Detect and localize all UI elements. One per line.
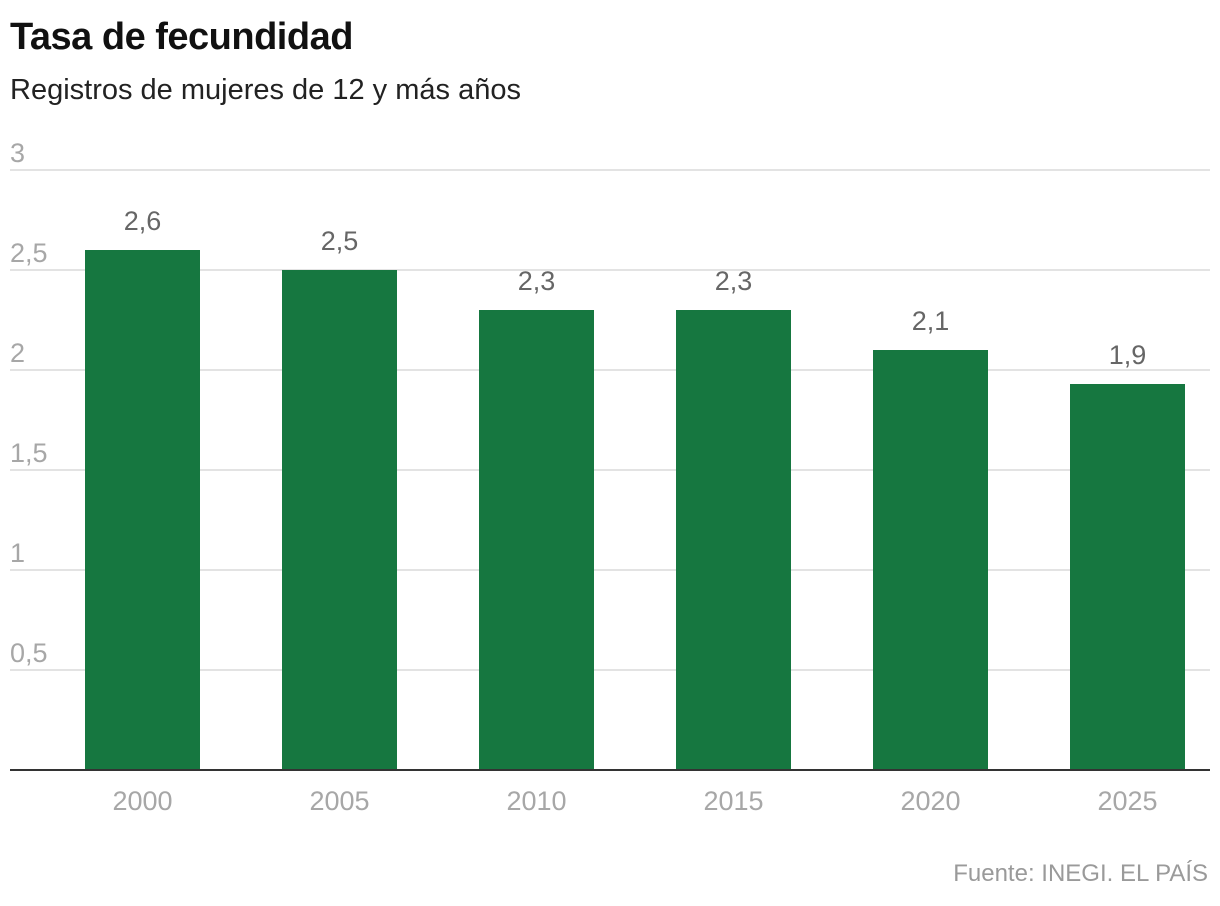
bar (873, 350, 988, 770)
bar-value-label: 2,3 (715, 266, 753, 296)
bar (282, 270, 397, 770)
bar-value-label: 2,3 (518, 266, 556, 296)
y-tick-label: 1 (10, 538, 25, 568)
chart-title: Tasa de fecundidad (10, 16, 353, 58)
y-tick-label: 2,5 (10, 238, 48, 268)
y-tick-label: 1,5 (10, 438, 48, 468)
bar (85, 250, 200, 770)
y-tick-label: 2 (10, 338, 25, 368)
source-note: Fuente: INEGI. EL PAÍS (953, 860, 1208, 887)
y-tick-label: 3 (10, 138, 25, 168)
x-tick-label: 2025 (1097, 786, 1157, 816)
x-tick-label: 2005 (309, 786, 369, 816)
bar (1070, 384, 1185, 770)
bar-value-label: 2,5 (321, 226, 359, 256)
x-tick-label: 2020 (900, 786, 960, 816)
bar (676, 310, 791, 770)
x-tick-label: 2015 (703, 786, 763, 816)
bar (479, 310, 594, 770)
bar-value-label: 2,1 (912, 306, 950, 336)
bar-value-label: 1,9 (1109, 340, 1147, 370)
chart-subtitle: Registros de mujeres de 12 y más años (10, 74, 521, 106)
x-tick-label: 2010 (506, 786, 566, 816)
bar-value-label: 2,6 (124, 206, 162, 236)
y-tick-label: 0,5 (10, 638, 48, 668)
x-tick-label: 2000 (112, 786, 172, 816)
